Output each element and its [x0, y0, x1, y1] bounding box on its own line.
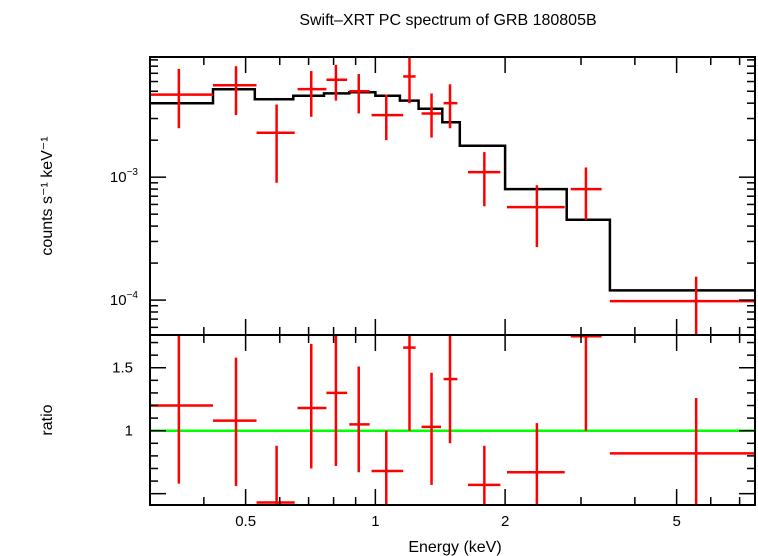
spectrum-panel-frame [149, 56, 756, 336]
ratio-data-point [421, 372, 442, 485]
spectrum-data-point [570, 167, 602, 220]
spectrum-data-point [421, 93, 442, 138]
x-axis-label: Energy (keV) [408, 539, 501, 556]
ratio-data-point [349, 366, 370, 473]
spectrum-y-tick-label: 10−3 [110, 167, 139, 186]
spectrum-data-point [326, 64, 348, 101]
ratio-data-point [150, 335, 213, 484]
spectrum-data-point [297, 71, 327, 117]
spectrum-data-point [256, 104, 295, 183]
ratio-data-point [371, 430, 404, 505]
ratio-panel-frame [149, 334, 756, 506]
ratio-data-point [256, 445, 295, 505]
x-tick-label: 5 [672, 513, 680, 530]
spectrum-data-point [150, 68, 213, 129]
spectrum-y-tick-label: 10−4 [110, 290, 139, 309]
ratio-y-tick-label: 1.5 [112, 360, 133, 377]
ratio-panel: ratio 11.5 [39, 334, 756, 506]
spectrum-panel: counts s⁻¹ keV⁻¹ 10−3 10−4 [39, 56, 756, 336]
x-tick-label: 2 [501, 513, 509, 530]
spectrum-y-axis-label: counts s⁻¹ keV⁻¹ [39, 136, 56, 255]
x-tick-label: 1 [371, 513, 379, 530]
ratio-data-point [506, 423, 565, 505]
ratio-y-tick-label: 1 [125, 423, 133, 440]
ratio-data-point [403, 335, 416, 431]
spectrum-data-point [506, 185, 565, 248]
x-tick-label: 0.5 [235, 513, 256, 530]
chart-title: Swift–XRT PC spectrum of GRB 180805B [299, 12, 596, 29]
model-step-line [150, 87, 755, 292]
spectrum-y-ticks: 10−3 10−4 [110, 59, 755, 329]
ratio-data-point [326, 335, 348, 466]
ratio-data-point [609, 397, 755, 505]
ratio-plot-area [150, 335, 755, 505]
x-axis-ticks: 0.5 1 2 5 [149, 57, 741, 530]
spectrum-plot-area [150, 57, 755, 335]
ratio-data-point [212, 357, 257, 487]
ratio-data-point [467, 445, 501, 505]
ratio-data-point [297, 343, 327, 469]
spectrum-data-point [403, 57, 416, 104]
spectrum-data-point [371, 94, 404, 141]
spectrum-data-point [467, 152, 501, 207]
spectrum-data-point [443, 84, 458, 129]
spectrum-data-point [349, 74, 370, 114]
ratio-y-ticks: 11.5 [112, 341, 755, 495]
spectrum-data-point [212, 66, 257, 116]
ratio-y-axis-label: ratio [39, 404, 56, 435]
spectrum-data-point [609, 276, 755, 335]
ratio-data-point [570, 335, 602, 431]
ratio-data-point [443, 335, 458, 444]
